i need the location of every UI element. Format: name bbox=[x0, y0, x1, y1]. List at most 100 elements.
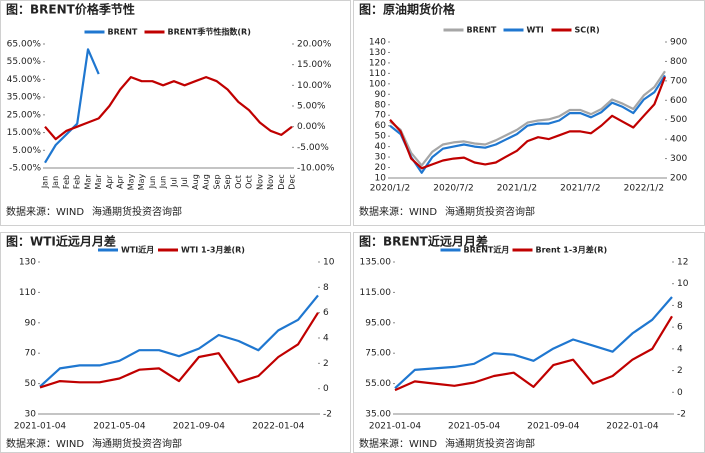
y-tick-label: 75.00 bbox=[365, 349, 391, 359]
y-tick-label: 95.00 bbox=[365, 318, 391, 328]
legend-label: BRENT bbox=[467, 26, 497, 35]
x-tick-label: Mar bbox=[94, 174, 103, 190]
org: 海通期货投资咨询部 bbox=[92, 205, 182, 218]
series-line bbox=[389, 70, 666, 167]
series-line bbox=[44, 76, 293, 141]
y-tick-label: 35.00 bbox=[365, 410, 391, 420]
org: 海通期货投资咨询部 bbox=[445, 437, 535, 450]
source: 数据来源：WIND bbox=[359, 437, 437, 450]
x-tick-label: Jan bbox=[41, 176, 50, 189]
x-tick-label: Feb bbox=[62, 175, 71, 189]
legend-label: WTI bbox=[527, 26, 544, 35]
x-tick-label: 2020/1/2 bbox=[370, 184, 410, 194]
x-tick-label: Aug bbox=[191, 174, 200, 190]
y2-tick-label: 700 bbox=[670, 76, 687, 86]
y2-tick-label: 8 bbox=[677, 301, 683, 311]
y-tick-label: 55.00 bbox=[365, 379, 391, 389]
y2-tick-label: 15.00% bbox=[297, 60, 332, 70]
x-tick-label: 2021-09-04 bbox=[173, 422, 226, 432]
y-tick-label: 135.00 bbox=[360, 258, 392, 268]
y2-tick-label: 12 bbox=[677, 258, 688, 268]
x-tick-label: Oct bbox=[234, 175, 243, 189]
x-tick-label: Nov bbox=[266, 174, 275, 190]
x-tick-label: 2022/1/2 bbox=[624, 184, 664, 194]
org: 海通期货投资咨询部 bbox=[92, 437, 182, 450]
y2-tick-label: -5.00% bbox=[297, 143, 329, 153]
y-tick-label: 50 bbox=[25, 379, 37, 389]
y-tick-label: 55.00% bbox=[7, 57, 42, 67]
y2-tick-label: 200 bbox=[670, 174, 687, 184]
legend-label: Brent 1-3月差(R) bbox=[536, 245, 608, 255]
legend-label: WTI近月 bbox=[121, 245, 154, 255]
x-tick-label: Oct bbox=[245, 175, 254, 189]
y-tick-label: 110 bbox=[19, 288, 36, 298]
x-tick-label: Mar bbox=[83, 174, 92, 190]
y-tick-label: 90 bbox=[25, 318, 37, 328]
y-tick-label: 30 bbox=[375, 153, 387, 163]
y2-tick-label: 10.00% bbox=[297, 81, 332, 91]
x-tick-label: Jun bbox=[159, 176, 168, 190]
y2-tick-label: 20.00% bbox=[297, 40, 332, 50]
y2-tick-label: 900 bbox=[670, 38, 687, 48]
x-tick-label: Jun bbox=[148, 176, 157, 190]
series-line bbox=[389, 76, 667, 170]
y-tick-label: 50 bbox=[375, 132, 387, 142]
y-tick-label: 65.00% bbox=[7, 40, 42, 50]
y-tick-label: 35.00% bbox=[7, 93, 42, 103]
y2-tick-label: -2 bbox=[323, 410, 332, 420]
y2-tick-label: 2 bbox=[677, 366, 683, 376]
source: 数据来源：WIND bbox=[6, 437, 84, 450]
y2-tick-label: -10.00% bbox=[297, 164, 335, 174]
y-tick-label: 90 bbox=[375, 90, 387, 100]
x-tick-label: 2021/7/2 bbox=[560, 184, 600, 194]
y-tick-label: 80 bbox=[375, 100, 387, 110]
series-line bbox=[39, 294, 319, 388]
x-tick-label: Sep bbox=[212, 174, 221, 189]
x-tick-label: 2021-01-04 bbox=[369, 422, 422, 432]
y2-tick-label: 4 bbox=[677, 344, 683, 354]
y-tick-label: 70 bbox=[375, 111, 387, 121]
org: 海通期货投资咨询部 bbox=[445, 205, 535, 218]
x-tick-label: May bbox=[137, 173, 146, 190]
source: 数据来源：WIND bbox=[6, 205, 84, 218]
y-tick-label: 15.00% bbox=[7, 128, 42, 138]
y-tick-label: 25.00% bbox=[7, 110, 42, 120]
y2-tick-label: 10 bbox=[677, 279, 689, 289]
x-tick-label: Apr bbox=[105, 174, 114, 189]
source: 数据来源：WIND bbox=[359, 205, 437, 218]
legend-label: BRENT bbox=[108, 28, 138, 37]
panel-border bbox=[353, 232, 705, 453]
y-tick-label: 10 bbox=[375, 174, 387, 184]
x-tick-label: Jul bbox=[169, 177, 178, 188]
y-tick-label: 60 bbox=[375, 121, 387, 131]
y2-tick-label: 5.00% bbox=[297, 102, 326, 112]
series-line bbox=[394, 315, 673, 392]
chart-title: 图：BRENT近远月月差 bbox=[359, 234, 488, 249]
x-tick-label: 2021-05-04 bbox=[93, 422, 146, 432]
y2-tick-label: 6 bbox=[677, 323, 683, 333]
y2-tick-label: 4 bbox=[323, 334, 329, 344]
x-tick-label: Dec bbox=[277, 174, 286, 189]
y-tick-label: 30 bbox=[25, 410, 37, 420]
series-line bbox=[394, 296, 673, 390]
y-tick-label: 20 bbox=[375, 163, 387, 173]
y2-tick-label: 800 bbox=[670, 57, 687, 67]
y-tick-label: 110 bbox=[369, 69, 386, 79]
legend-label: BRENT近月 bbox=[464, 245, 510, 255]
y-tick-label: 40 bbox=[375, 142, 387, 152]
y-tick-label: 100 bbox=[369, 79, 386, 89]
y-tick-label: 130 bbox=[19, 258, 36, 268]
x-tick-label: 2021/1/2 bbox=[497, 184, 537, 194]
panel-border bbox=[0, 0, 351, 226]
legend-label: BRENT季节性指数(R) bbox=[168, 27, 251, 37]
y2-tick-label: 8 bbox=[323, 283, 329, 293]
legend-label: SC(R) bbox=[575, 26, 600, 35]
chart-title: 图：原油期货价格 bbox=[359, 2, 456, 17]
y2-tick-label: -2 bbox=[677, 410, 686, 420]
y-tick-label: 140 bbox=[369, 38, 386, 48]
y-tick-label: 45.00% bbox=[7, 75, 42, 85]
x-tick-label: Dec bbox=[288, 174, 297, 189]
y2-tick-label: 0 bbox=[323, 384, 329, 394]
legend-label: WTI 1-3月差(R) bbox=[181, 245, 245, 255]
y2-tick-label: 6 bbox=[323, 308, 329, 318]
